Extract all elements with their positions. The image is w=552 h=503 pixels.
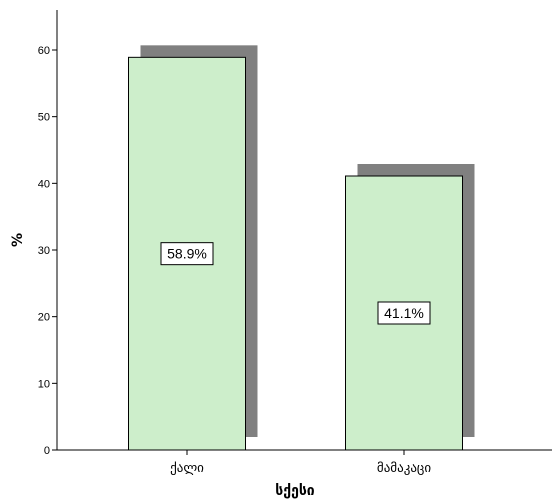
y-tick-label: 40 [38, 178, 50, 190]
data-label-box [377, 301, 431, 325]
y-tick-label: 60 [38, 45, 50, 57]
x-axis: ქალი მამაკაცი [57, 449, 552, 476]
data-label-box [160, 242, 214, 266]
data-label: 58.9% [167, 246, 207, 262]
y-axis: 0 10 20 30 40 50 60 [38, 10, 58, 457]
y-tick-label: 20 [38, 312, 50, 324]
y-axis-title: % [10, 233, 26, 247]
y-tick-label: 50 [38, 112, 50, 124]
x-tick-label: ქალი [170, 461, 204, 476]
x-axis-title: სქესი [275, 483, 315, 499]
x-tick-label: მამაკაცი [377, 461, 431, 476]
y-tick-label: 0 [44, 445, 50, 457]
y-tick-label: 10 [38, 378, 50, 390]
data-label: 41.1% [384, 305, 424, 321]
y-tick-label: 30 [38, 245, 50, 257]
data-labels: 58.9% 41.1% [160, 242, 431, 325]
